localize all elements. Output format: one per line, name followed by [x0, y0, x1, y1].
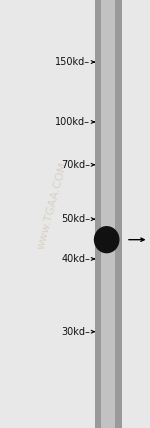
Text: 30kd–: 30kd–	[61, 327, 90, 337]
Text: 150kd–: 150kd–	[55, 57, 90, 67]
Text: 100kd–: 100kd–	[55, 117, 90, 127]
Bar	[94, 0, 122, 428]
Ellipse shape	[94, 226, 119, 253]
Bar	[101, 0, 116, 428]
Text: 70kd–: 70kd–	[61, 160, 90, 170]
Text: 50kd–: 50kd–	[61, 214, 90, 224]
Text: www.TGAA.COM: www.TGAA.COM	[36, 160, 69, 250]
Text: 40kd–: 40kd–	[61, 254, 90, 264]
